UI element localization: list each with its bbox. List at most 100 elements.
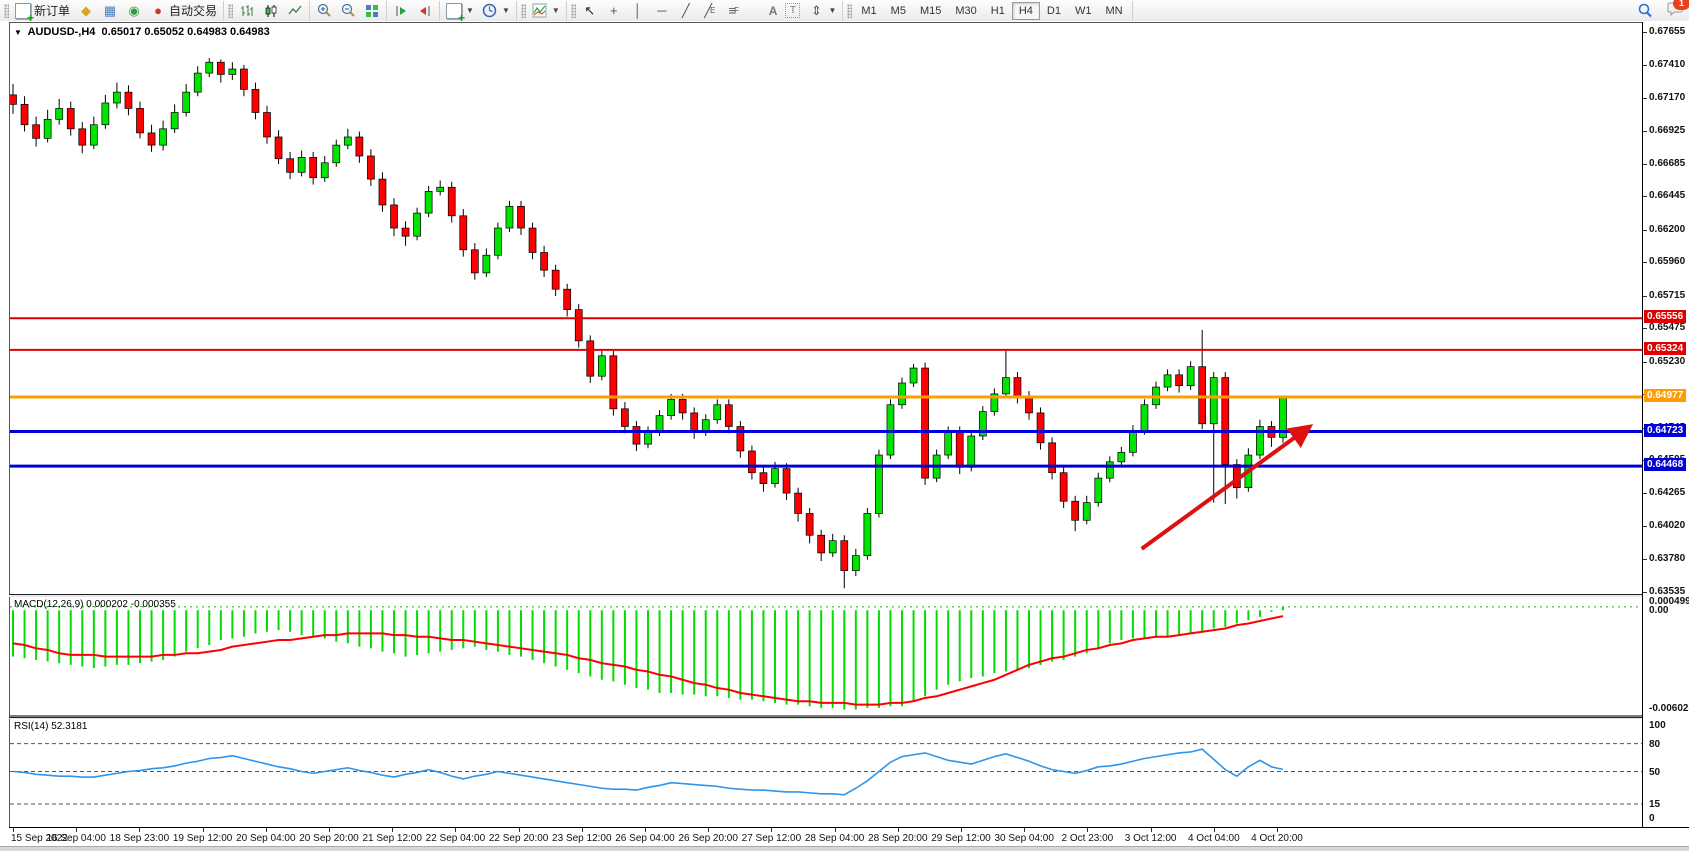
signal-icon: ◉ — [128, 2, 140, 18]
timeframe-d1-button[interactable]: D1 — [1040, 2, 1068, 20]
horizontal-line-button[interactable]: ─ — [650, 2, 674, 20]
time-tick-label: 4 Oct 20:00 — [1251, 833, 1303, 844]
search-button[interactable] — [1633, 2, 1657, 20]
tile-windows-button[interactable] — [360, 2, 384, 20]
ohlc-quote-label: 0.65017 0.65052 0.64983 0.64983 — [101, 26, 270, 38]
rsi-label: RSI(14) 52.3181 — [14, 721, 88, 732]
toolbar-grip — [228, 3, 234, 18]
axis-tick-mark — [1643, 295, 1647, 297]
timeframe-m5-button[interactable]: M5 — [884, 2, 913, 20]
axis-tick-mark — [771, 828, 773, 832]
text-label-icon: T — [785, 3, 801, 18]
auto-scroll-icon — [393, 3, 409, 19]
macd-max-label: 0.000499 — [1649, 596, 1689, 607]
price-level-badge: 0.65324 — [1644, 341, 1687, 355]
gold-bar-icon: ◆ — [81, 2, 92, 18]
toolbar-group-new: + ▼ ▼ — [440, 0, 517, 24]
axis-tick-mark — [1213, 828, 1215, 832]
toolbar-group-zoom — [310, 0, 388, 21]
bar-chart-icon — [239, 3, 255, 19]
toolbar-grip — [570, 3, 576, 18]
cursor-button[interactable]: ↖ — [578, 2, 602, 20]
chevron-down-icon: ▼ — [466, 6, 474, 15]
zoom-in-button[interactable] — [312, 2, 336, 20]
axis-tick-mark — [329, 828, 330, 832]
axis-tick-mark — [1643, 328, 1647, 330]
chart-shift-button[interactable] — [413, 2, 437, 20]
vertical-line-button[interactable]: │ — [626, 2, 650, 20]
zoom-in-icon — [316, 3, 332, 19]
toolbar-group-indicators: ▼ — [517, 0, 567, 21]
price-tick-label: 0.63535 — [1649, 586, 1686, 597]
toolbar-right: 1 — [1633, 0, 1689, 21]
axis-tick-mark — [1643, 492, 1647, 494]
rsi-level-label: 15 — [1649, 799, 1661, 811]
timeframe-m30-button[interactable]: M30 — [948, 2, 983, 20]
time-tick-label: 20 Sep 04:00 — [236, 833, 296, 844]
new-order-button[interactable]: + 新订单 — [11, 2, 74, 24]
autotrading-button[interactable]: ● 自动交易 — [146, 2, 221, 20]
price-axis[interactable]: 0.67655 0.67410 0.67170 0.66925 0.66685 0.664… — [1642, 22, 1689, 827]
arrows-button[interactable]: ⇕ ▼ — [804, 2, 840, 20]
crosshair-button[interactable]: + — [602, 2, 626, 20]
time-tick-label: 27 Sep 12:00 — [741, 833, 802, 844]
price-tick-label: 0.64265 — [1649, 486, 1686, 498]
timeframe-h4-button[interactable]: H4 — [1011, 1, 1040, 20]
axis-tick-mark — [961, 828, 962, 832]
timeframe-h1-button[interactable]: H1 — [984, 2, 1012, 20]
axis-tick-mark — [1643, 196, 1647, 198]
line-chart-button[interactable] — [283, 2, 307, 20]
axis-tick-mark — [139, 828, 141, 832]
trendline-button[interactable]: ╱ — [674, 2, 698, 20]
new-chart-icon: + — [446, 2, 465, 24]
axis-tick-mark — [13, 828, 14, 832]
signals-button[interactable]: ◉ — [122, 2, 146, 20]
price-level-badge: 0.64468 — [1644, 458, 1687, 472]
periods-button[interactable]: ▼ — [478, 2, 514, 20]
price-tick-label: 0.66685 — [1649, 157, 1686, 169]
price-tick-label: 0.63780 — [1649, 552, 1686, 564]
navigator-button[interactable]: ▦ — [98, 2, 122, 20]
timeframe-m15-button[interactable]: M15 — [913, 2, 948, 20]
auto-scroll-button[interactable] — [389, 2, 413, 20]
axis-tick-mark — [1087, 828, 1089, 832]
rsi-pane[interactable]: RSI(14) 52.3181 — [9, 719, 1643, 827]
main-chart-pane[interactable] — [9, 22, 1643, 595]
time-tick-label: 23 Sep 12:00 — [552, 833, 612, 844]
axis-tick-mark — [392, 828, 394, 832]
rsi-level-label: 80 — [1649, 738, 1661, 750]
vertical-line-icon: │ — [633, 2, 642, 18]
crosshair-icon: + — [610, 2, 618, 18]
status-bar — [0, 846, 1689, 851]
tile-windows-icon — [364, 3, 380, 19]
timeframe-w1-button[interactable]: W1 — [1068, 2, 1099, 20]
macd-pane[interactable]: MACD(12,26,9) 0.000202 -0.000355 — [9, 597, 1643, 717]
time-tick-label: 19 Sep 12:00 — [172, 833, 233, 844]
price-tick-label: 0.66200 — [1649, 223, 1686, 235]
indicators-button[interactable]: ▼ — [528, 2, 564, 20]
channel-button[interactable]: ╱ E — [698, 2, 722, 20]
fibonacci-button[interactable]: ≡ F — [722, 2, 746, 20]
time-tick-label: 2 Oct 23:00 — [1061, 833, 1114, 844]
text-button[interactable]: A — [746, 2, 782, 20]
toolbar: + 新订单 ◆ ▦ ◉ ● 自动交易 — [0, 0, 1689, 24]
new-chart-button[interactable]: + ▼ — [442, 2, 478, 24]
axis-tick-mark — [1150, 828, 1152, 832]
price-tick-label: 0.66445 — [1649, 190, 1686, 202]
bar-chart-button[interactable] — [235, 2, 259, 20]
horizontal-line-icon: ─ — [657, 2, 667, 18]
timeframe-m1-button[interactable]: M1 — [854, 2, 883, 20]
clock-icon — [482, 3, 498, 19]
search-icon — [1637, 3, 1653, 19]
price-tick-label: 0.67410 — [1649, 59, 1686, 71]
time-axis[interactable]: 15 Sep 2022 16 Sep 04:00 18 Sep 23:00 19 Se… — [9, 827, 1689, 847]
price-tick-label: 0.64020 — [1649, 520, 1686, 532]
candlestick-button[interactable] — [259, 2, 283, 20]
text-label-button[interactable]: T — [781, 2, 804, 20]
price-level-badge: 0.65556 — [1644, 310, 1687, 324]
timeframe-mn-button[interactable]: MN — [1098, 2, 1129, 20]
notifications[interactable]: 1 — [1667, 0, 1689, 20]
zoom-out-button[interactable] — [336, 2, 360, 20]
market-watch-button[interactable]: ◆ — [74, 2, 98, 20]
